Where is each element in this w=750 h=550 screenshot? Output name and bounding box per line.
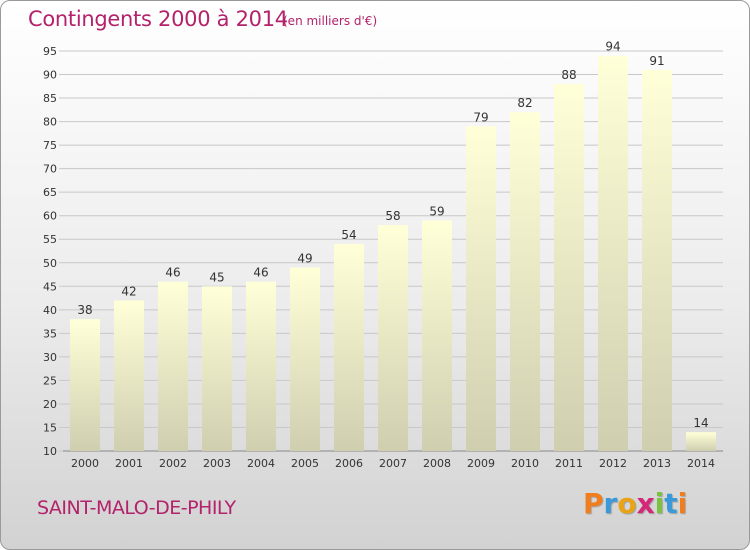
x-tick-label-2011: 2011 [555, 457, 583, 470]
y-tick-label: 45 [43, 280, 57, 293]
y-tick-label: 80 [43, 116, 57, 129]
bar-2005[interactable] [290, 267, 320, 451]
logo-letter: r [603, 487, 618, 520]
logo-letter: t [664, 487, 678, 520]
value-label-2011: 88 [561, 68, 576, 82]
x-tick-label-2009: 2009 [467, 457, 495, 470]
y-tick-label: 70 [43, 163, 57, 176]
chart-subtitle: (en milliers d'€) [283, 14, 378, 28]
y-tick-label: 55 [43, 233, 57, 246]
logo-letter: i [654, 487, 665, 520]
value-label-2009: 79 [473, 110, 488, 124]
x-tick-label-2003: 2003 [203, 457, 231, 470]
value-label-2012: 94 [605, 40, 620, 54]
chart-title: Contingents 2000 à 2014 [28, 7, 288, 31]
y-tick-label: 90 [43, 69, 57, 82]
x-tick-label-2001: 2001 [115, 457, 143, 470]
bar-2009[interactable] [466, 126, 496, 451]
value-label-2002: 46 [165, 266, 180, 280]
bar-2004[interactable] [246, 281, 276, 451]
x-tick-label-2000: 2000 [71, 457, 99, 470]
value-label-2003: 45 [209, 270, 224, 284]
bars [70, 55, 716, 452]
x-tick-label-2006: 2006 [335, 457, 363, 470]
value-label-2007: 58 [385, 209, 400, 223]
bar-2000[interactable] [70, 319, 100, 451]
logo-letter: P [583, 487, 604, 520]
bar-2010[interactable] [510, 112, 540, 452]
bar-2001[interactable] [114, 300, 144, 451]
value-label-2008: 59 [429, 204, 444, 218]
value-label-2000: 38 [77, 303, 92, 317]
bar-2006[interactable] [334, 243, 364, 451]
y-tick-label: 60 [43, 210, 57, 223]
bar-2008[interactable] [422, 220, 452, 451]
value-label-2004: 46 [253, 266, 268, 280]
x-tick-label-2013: 2013 [643, 457, 671, 470]
value-label-2005: 49 [297, 251, 312, 265]
bar-2013[interactable] [642, 69, 672, 451]
y-tick-label: 65 [43, 186, 57, 199]
y-tick-label: 40 [43, 304, 57, 317]
y-tick-label: 25 [43, 374, 57, 387]
value-label-2006: 54 [341, 228, 356, 242]
x-tick-label-2002: 2002 [159, 457, 187, 470]
value-label-2010: 82 [517, 96, 532, 110]
x-tick-label-2012: 2012 [599, 457, 627, 470]
value-label-2013: 91 [649, 54, 664, 68]
x-tick-label-2010: 2010 [511, 457, 539, 470]
bar-2012[interactable] [598, 55, 628, 452]
y-tick-label: 85 [43, 92, 57, 105]
y-tick-label: 35 [43, 327, 57, 340]
logo-letter: i [677, 487, 688, 520]
bar-2007[interactable] [378, 225, 408, 451]
bar-2002[interactable] [158, 281, 188, 451]
x-tick-label-2008: 2008 [423, 457, 451, 470]
y-tick-label: 50 [43, 257, 57, 270]
commune-name: SAINT-MALO-DE-PHILY [37, 497, 236, 519]
y-tick-label: 75 [43, 139, 57, 152]
x-axis: 2000 2001 2002 2003 2004 2005 2006 2007 2008 2009… [71, 457, 715, 470]
x-tick-label-2005: 2005 [291, 457, 319, 470]
bar-2014[interactable] [686, 432, 716, 451]
proxiti-logo[interactable]: Proxiti [583, 487, 687, 520]
logo-letter: x [636, 487, 655, 520]
bar-2003[interactable] [202, 286, 232, 451]
x-tick-label-2004: 2004 [247, 457, 275, 470]
value-labels: 38 42 46 45 46 49 54 58 59 79 82 88 94 91 14 [77, 40, 708, 430]
x-tick-label-2014: 2014 [687, 457, 715, 470]
value-label-2014: 14 [693, 416, 708, 430]
y-tick-label: 10 [43, 445, 57, 458]
value-label-2001: 42 [121, 284, 136, 298]
y-tick-label: 30 [43, 351, 57, 364]
bar-2011[interactable] [554, 83, 584, 452]
x-tick-label-2007: 2007 [379, 457, 407, 470]
y-tick-label: 20 [43, 398, 57, 411]
y-tick-label: 15 [43, 421, 57, 434]
y-tick-label: 95 [43, 45, 57, 58]
logo-letter: o [617, 487, 637, 520]
y-axis: 10 15 20 25 30 35 40 45 50 55 60 65 70 75 80 85 90 95 [43, 45, 57, 458]
